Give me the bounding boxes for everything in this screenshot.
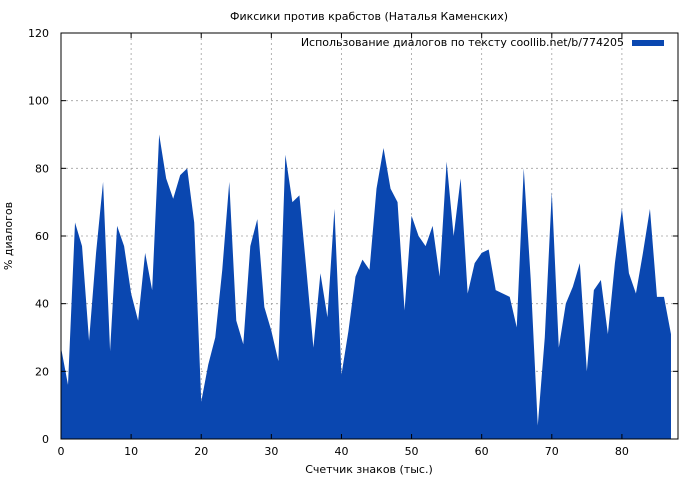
x-tick-label: 70 bbox=[545, 445, 559, 458]
x-tick-label: 50 bbox=[405, 445, 419, 458]
legend-label: Использование диалогов по тексту coollib… bbox=[301, 36, 624, 49]
axis-ticks: 0 20 40 60 80 100 120 0 10 20 30 40 50 60 70 80 bbox=[28, 27, 678, 458]
y-tick-label: 120 bbox=[28, 27, 49, 40]
legend: Использование диалогов по тексту coollib… bbox=[301, 36, 664, 49]
x-tick-label: 80 bbox=[615, 445, 629, 458]
series-area bbox=[61, 134, 671, 439]
x-tick-label: 0 bbox=[58, 445, 65, 458]
y-tick-label: 100 bbox=[28, 95, 49, 108]
y-tick-label: 0 bbox=[42, 433, 49, 446]
x-tick-label: 20 bbox=[194, 445, 208, 458]
x-tick-label: 40 bbox=[334, 445, 348, 458]
x-tick-label: 10 bbox=[124, 445, 138, 458]
y-tick-label: 40 bbox=[35, 298, 49, 311]
y-tick-label: 20 bbox=[35, 365, 49, 378]
x-tick-label: 30 bbox=[264, 445, 278, 458]
chart-title: Фиксики против крабстов (Наталья Каменск… bbox=[230, 10, 508, 23]
x-axis-label: Счетчик знаков (тыс.) bbox=[305, 463, 433, 476]
legend-swatch bbox=[632, 40, 664, 46]
y-axis-label: % диалогов bbox=[2, 202, 15, 270]
y-tick-label: 60 bbox=[35, 230, 49, 243]
x-tick-label: 60 bbox=[475, 445, 489, 458]
y-tick-label: 80 bbox=[35, 162, 49, 175]
